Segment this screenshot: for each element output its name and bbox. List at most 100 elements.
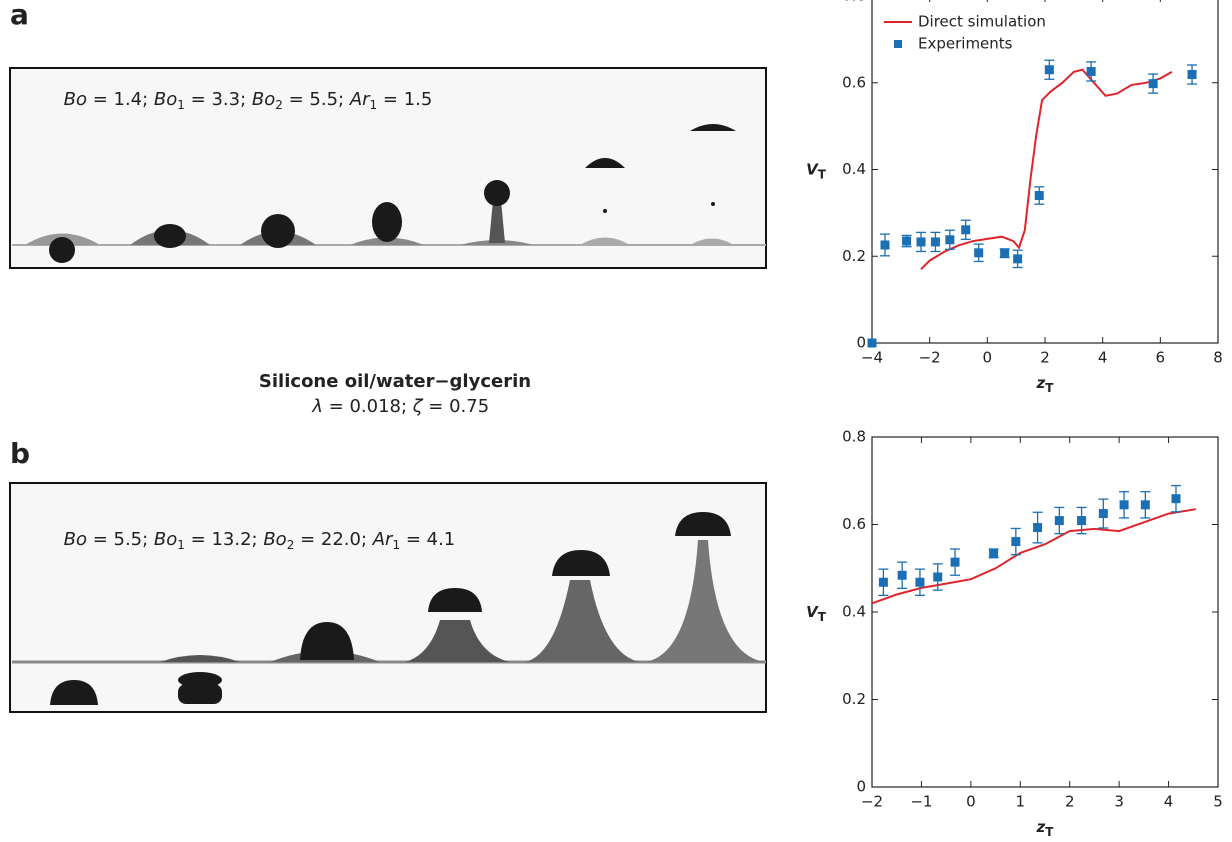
y-tick-label: 0.8 <box>842 428 866 446</box>
x-axis-label: zT <box>1036 818 1055 839</box>
x-tick-label: 1 <box>1016 793 1026 811</box>
y-tick-label: 0.2 <box>842 690 866 708</box>
x-tick-label: 3 <box>1114 793 1124 811</box>
experiment-point <box>916 237 926 247</box>
experiment-point <box>1140 500 1150 510</box>
simulation-line <box>920 68 1173 271</box>
panel-label: b <box>10 437 30 470</box>
x-tick-label: 0 <box>966 793 976 811</box>
axis-subscript: T <box>818 167 827 181</box>
y-tick-label: 0 <box>856 778 866 796</box>
x-tick-label: 4 <box>1164 793 1174 811</box>
caption-part: Bo <box>263 529 286 550</box>
caption-part: Ar <box>349 89 371 110</box>
experiment-point <box>1148 79 1158 89</box>
y-axis-label: VT <box>806 160 827 181</box>
x-tick-label: 2 <box>1065 793 1075 811</box>
experiment-point <box>878 577 888 587</box>
caption-part: = 5.5; <box>87 529 154 550</box>
simulation-line <box>871 508 1196 605</box>
axis-symbol: V <box>806 160 819 178</box>
caption-part: = 13.2; <box>185 529 263 550</box>
experiment-point <box>1077 516 1087 526</box>
caption-part: 2 <box>287 538 295 552</box>
legend-label: Experiments <box>918 35 1013 53</box>
param-part: λ <box>311 396 323 417</box>
caption-part: = 4.1 <box>400 529 455 550</box>
experiment-point <box>930 237 940 247</box>
y-tick-label: 0.4 <box>842 160 866 178</box>
param-part: ζ <box>412 396 424 417</box>
axis-subscript: T <box>818 610 827 624</box>
x-tick-label: 0 <box>983 349 993 367</box>
caption-part: 1 <box>370 98 378 112</box>
caption-part: 1 <box>177 538 185 552</box>
material-name: Silicone oil/water−glycerin <box>259 371 531 392</box>
axis-symbol: V <box>806 603 819 621</box>
y-axis-label: VT <box>806 603 827 624</box>
experiment-point <box>974 248 984 258</box>
experiment-point <box>867 338 877 348</box>
photo-frame <box>9 482 767 713</box>
experiment-point <box>1034 191 1044 201</box>
axis-subscript: T <box>1045 825 1054 839</box>
x-tick-label: 2 <box>1040 349 1050 367</box>
caption-part: = 3.3; <box>185 89 252 110</box>
plot-frame <box>871 436 1219 788</box>
experiment-point <box>950 557 960 567</box>
experiment-point <box>1098 509 1108 519</box>
experiment-point <box>1033 523 1043 533</box>
x-tick-label: 8 <box>1213 349 1223 367</box>
caption-part: = 22.0; <box>294 529 372 550</box>
y-tick-label: 0.8 <box>842 0 866 5</box>
experiment-point <box>1086 66 1096 76</box>
experiment-point <box>1013 254 1023 264</box>
x-tick-label: 6 <box>1156 349 1166 367</box>
experiment-point <box>989 548 999 558</box>
caption-part: Bo <box>252 89 275 110</box>
experiment-point <box>1171 494 1181 504</box>
caption-part: Bo <box>154 89 177 110</box>
caption-part: Ar <box>372 529 394 550</box>
caption-part: Bo <box>64 529 87 550</box>
caption-part: = 1.4; <box>87 89 154 110</box>
material-params: λ = 0.018; ζ = 0.75 <box>284 396 507 417</box>
experiment-point <box>897 570 907 580</box>
y-tick-label: 0.4 <box>842 603 866 621</box>
droplet-photo <box>12 124 766 263</box>
param-part: = 0.75 <box>423 396 490 417</box>
caption-part: Bo <box>154 529 177 550</box>
legend-swatch <box>894 40 902 48</box>
y-tick-label: 0.2 <box>842 247 866 265</box>
experiment-point <box>1187 70 1197 80</box>
experiment-point <box>1119 500 1129 510</box>
legend-label: Direct simulation <box>918 13 1046 31</box>
x-axis-label: zT <box>1036 374 1055 395</box>
param-part: = 0.018; <box>323 396 413 417</box>
caption-part: 2 <box>275 98 283 112</box>
experiment-point <box>1000 248 1010 258</box>
caption-part: = 1.5 <box>377 89 432 110</box>
x-tick-label: −4 <box>861 349 883 367</box>
axis-symbol: z <box>1036 818 1046 836</box>
x-tick-label: −1 <box>910 793 932 811</box>
y-tick-label: 0 <box>856 334 866 352</box>
droplet-photo <box>12 512 766 705</box>
experiment-point <box>915 577 925 587</box>
experiment-point <box>880 240 890 250</box>
axis-subscript: T <box>1045 381 1054 395</box>
experiment-point <box>933 572 943 582</box>
experiment-point <box>902 236 912 246</box>
experiment-point <box>945 235 955 245</box>
x-tick-label: 5 <box>1213 793 1223 811</box>
experiment-point <box>961 225 971 235</box>
y-tick-label: 0.6 <box>842 515 866 533</box>
caption-part: 1 <box>392 538 400 552</box>
caption-part: Bo <box>64 89 87 110</box>
photo-caption: Bo = 5.5; Bo1 = 13.2; Bo2 = 22.0; Ar1 = … <box>35 529 472 552</box>
photo-caption: Bo = 1.4; Bo1 = 3.3; Bo2 = 5.5; Ar1 = 1.… <box>35 89 450 112</box>
x-tick-label: −2 <box>919 349 941 367</box>
caption-part: 1 <box>177 98 185 112</box>
panel-label: a <box>10 0 29 31</box>
